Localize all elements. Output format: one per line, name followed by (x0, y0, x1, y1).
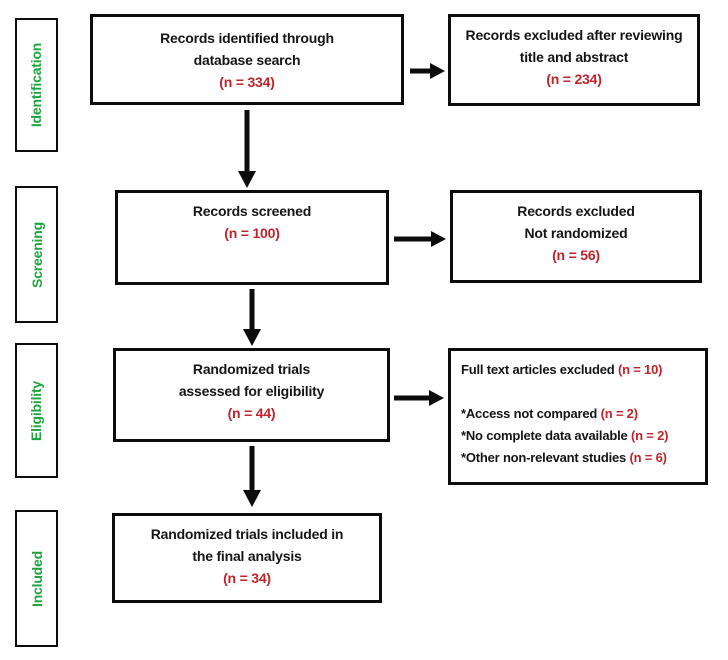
box-text-line: assessed for eligibility (178, 383, 325, 399)
exclusion-reason-count: (n = 6) (629, 450, 667, 465)
box-randomized-trials-assessed: Randomized trials assessed for eligibili… (113, 348, 390, 442)
box-title-line: Full text articles excluded (n = 10) (461, 359, 662, 381)
exclusion-reason-text: *Access not compared (461, 406, 598, 421)
exclusion-reason-count: (n = 2) (600, 406, 638, 421)
box-excluded-not-randomized: Records excluded Not randomized (n = 56) (450, 190, 702, 283)
stage-box-identification: Identification (15, 18, 58, 152)
box-records-screened: Records screened (n = 100) (115, 190, 389, 285)
box-count: (n = 334) (219, 73, 275, 90)
box-text-line: Records excluded (517, 203, 635, 219)
exclusion-reason-line: *Access not compared (n = 2) (461, 403, 638, 425)
box-text-line: title and abstract (519, 49, 629, 65)
exclusion-reason-count: (n = 2) (630, 428, 669, 443)
arrow-right-identification-excluded (410, 63, 445, 79)
stage-label-identification: Identification (28, 42, 45, 128)
arrow-down-screening-to-eligibility (243, 289, 261, 346)
stage-box-screening: Screening (15, 186, 58, 323)
box-count: (n = 34) (223, 570, 271, 586)
box-trials-included-final-analysis: Randomized trials included in the final … (112, 513, 382, 603)
box-text-line: Randomized trials (192, 361, 311, 377)
stage-box-eligibility: Eligibility (15, 343, 58, 478)
exclusion-reason-line: *No complete data available (n = 2) (461, 425, 668, 447)
exclusion-reason-line: *Other non-relevant studies (n = 6) (461, 447, 667, 469)
box-text-line: Randomized trials included in (150, 526, 344, 542)
box-text-line: Records excluded after reviewing (465, 27, 683, 43)
box-records-identified: Records identified through database sear… (90, 14, 404, 105)
stage-label-included: Included (28, 550, 45, 607)
box-text-line: Records screened (192, 203, 312, 219)
box-text-line: the final analysis (192, 548, 302, 564)
box-title-count: (n = 10) (617, 362, 663, 377)
arrow-right-eligibility-excluded (394, 390, 444, 406)
arrow-right-screening-excluded (394, 231, 446, 247)
box-text-line: Records identified through (160, 29, 334, 46)
arrow-down-eligibility-to-included (243, 446, 261, 507)
exclusion-reason-text: *Other non-relevant studies (461, 450, 627, 465)
box-text-line: database search (193, 51, 301, 68)
box-count: (n = 56) (552, 247, 600, 263)
box-text-line: Not randomized (524, 225, 628, 241)
box-count: (n = 234) (546, 71, 602, 87)
stage-box-included: Included (15, 510, 58, 647)
box-full-text-excluded: Full text articles excluded (n = 10) *Ac… (448, 348, 708, 485)
stage-label-screening: Screening (28, 221, 45, 288)
box-excluded-title-abstract: Records excluded after reviewing title a… (448, 14, 700, 106)
box-count: (n = 100) (224, 225, 280, 241)
exclusion-reason-text: *No complete data available (461, 428, 628, 443)
box-count: (n = 44) (227, 405, 276, 421)
box-title-text: Full text articles excluded (461, 362, 615, 377)
arrow-down-identification-to-screening (238, 110, 256, 188)
stage-label-eligibility: Eligibility (28, 380, 45, 441)
